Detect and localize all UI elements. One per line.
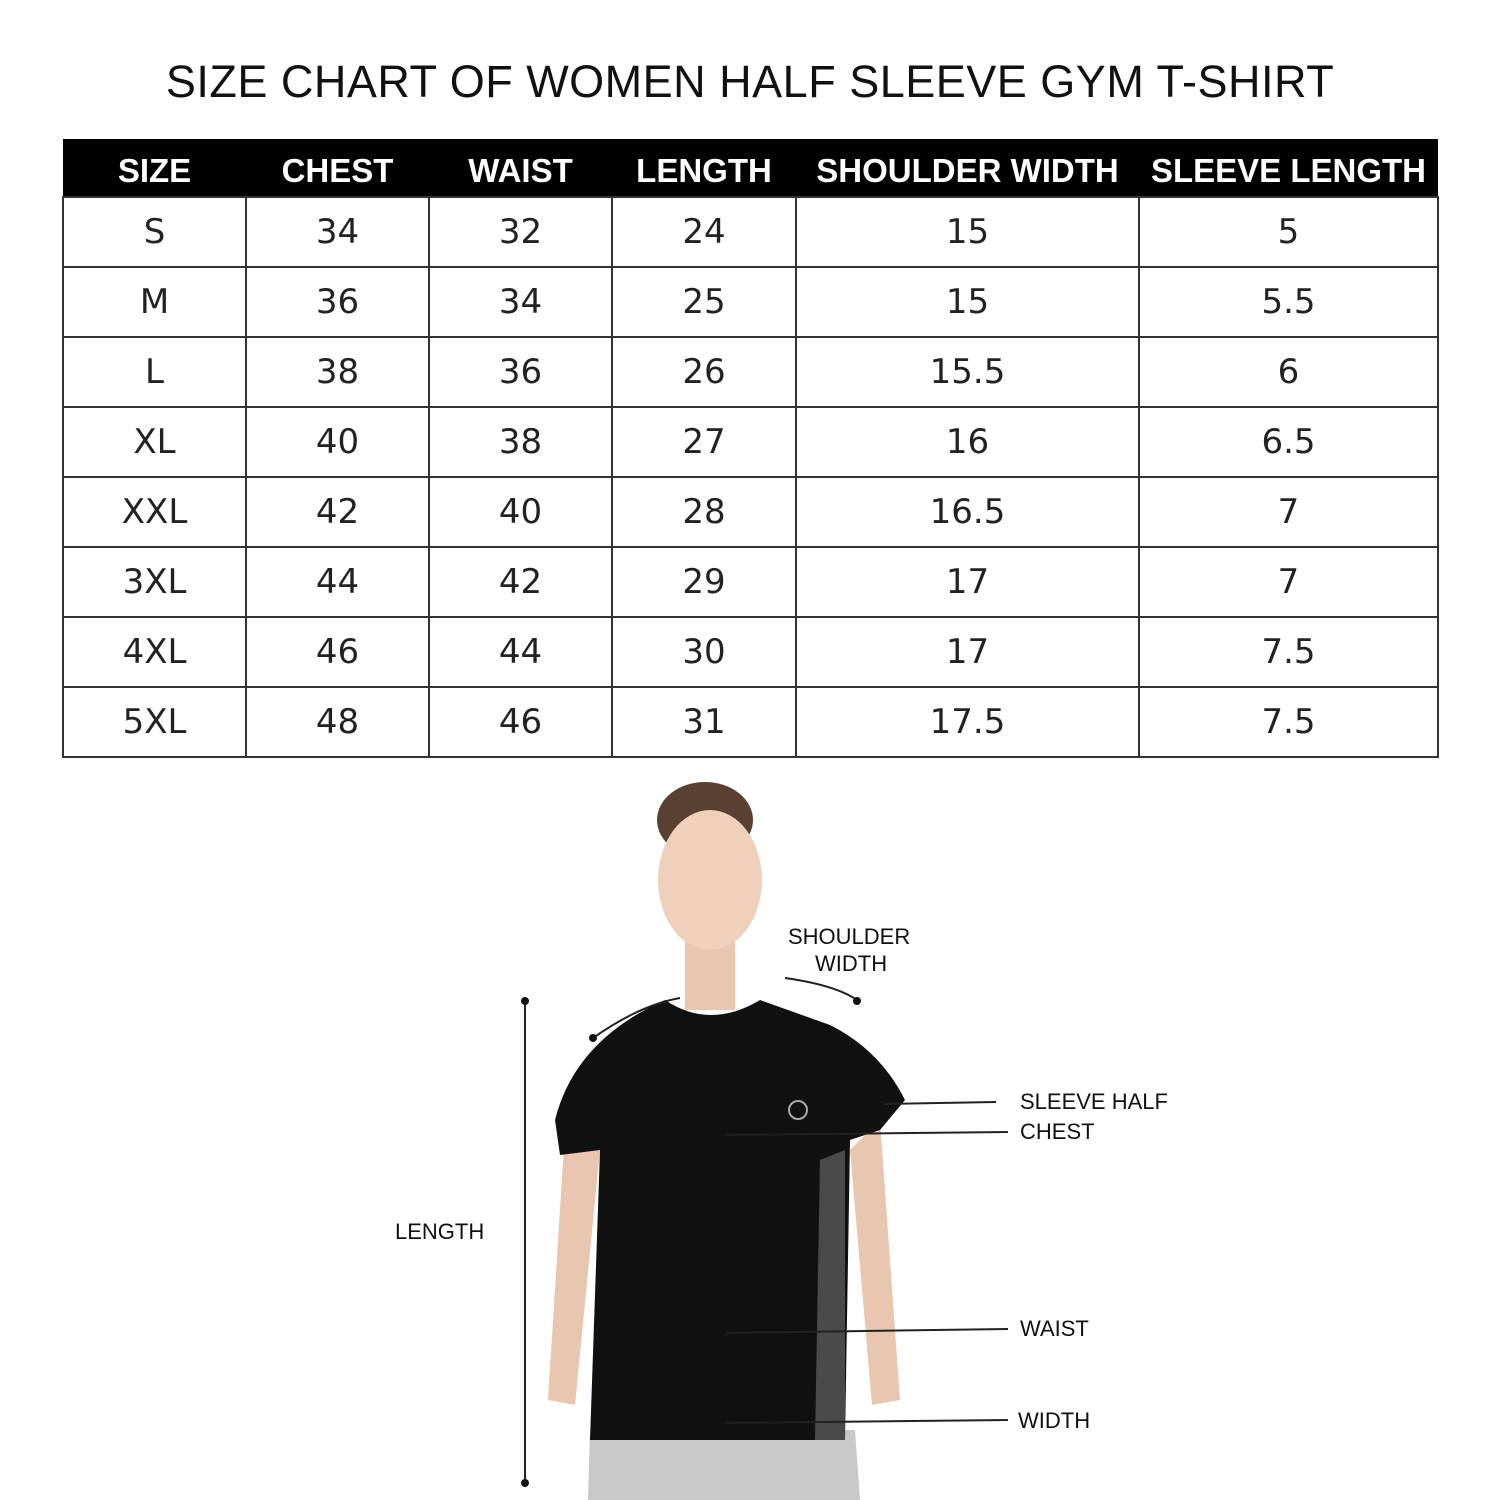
length-label: LENGTH [395, 1219, 485, 1244]
table-row: XL 40 38 27 16 6.5 [62, 406, 1439, 478]
measurement-lines [521, 977, 1009, 1487]
column-header: CHEST [246, 139, 429, 197]
chest-line [721, 1131, 1009, 1136]
table-cell: 5 [1138, 196, 1439, 268]
table-cell: 44 [428, 616, 613, 688]
shoulder-line-left [592, 997, 681, 1039]
table-cell: 25 [611, 266, 797, 338]
shirt-side-panel [815, 1150, 845, 1440]
table-cell: 38 [245, 336, 430, 408]
table-cell: 48 [245, 686, 430, 758]
pants [588, 1430, 860, 1500]
table-cell: 6.5 [1138, 406, 1439, 478]
table-cell: 40 [245, 406, 430, 478]
table-cell: 24 [611, 196, 797, 268]
width-label: WIDTH [1018, 1408, 1091, 1433]
table-cell: 7.5 [1138, 616, 1439, 688]
table-cell: 36 [428, 336, 613, 408]
sleeve-label: SLEEVE HALF [1020, 1089, 1168, 1114]
table-cell: 27 [611, 406, 797, 478]
table-cell: 7 [1138, 546, 1439, 618]
table-cell: 5XL [62, 686, 247, 758]
waist-line [721, 1328, 1009, 1334]
table-cell: 4XL [62, 616, 247, 688]
table-cell: 40 [428, 476, 613, 548]
table-row: S 34 32 24 15 5 [62, 196, 1439, 268]
page-title: SIZE CHART OF WOMEN HALF SLEEVE GYM T-SH… [165, 56, 1335, 107]
table-row: L 38 36 26 15.5 6 [62, 336, 1439, 408]
table-cell: 36 [245, 266, 430, 338]
table-cell: L [62, 336, 247, 408]
shoulder-label-1: SHOULDER [788, 924, 911, 949]
table-cell: 28 [611, 476, 797, 548]
table-cell: 42 [428, 546, 613, 618]
table-cell: 15 [795, 266, 1140, 338]
table-cell: 30 [611, 616, 797, 688]
right-arm [850, 1120, 900, 1405]
column-header: SLEEVE LENGTH [1139, 139, 1438, 197]
table-cell: M [62, 266, 247, 338]
table-cell: 34 [245, 196, 430, 268]
column-header: SHOULDER WIDTH [796, 139, 1139, 197]
chest-label: CHEST [1020, 1119, 1095, 1144]
column-header: SIZE [63, 139, 246, 197]
table-cell: 5.5 [1138, 266, 1439, 338]
table-cell: 3XL [62, 546, 247, 618]
table-cell: 7 [1138, 476, 1439, 548]
table-cell: 38 [428, 406, 613, 478]
table-cell: 44 [245, 546, 430, 618]
table-cell: S [62, 196, 247, 268]
table-cell: 34 [428, 266, 613, 338]
table-cell: 16 [795, 406, 1140, 478]
brand-logo [788, 1100, 808, 1120]
table-cell: 17.5 [795, 686, 1140, 758]
t-shirt [555, 1000, 905, 1440]
table-cell: 31 [611, 686, 797, 758]
shoulder-label-2: WIDTH [815, 951, 888, 976]
table-row: XXL 42 40 28 16.5 7 [62, 476, 1439, 548]
waist-label: WAIST [1020, 1316, 1089, 1341]
width-line [721, 1419, 1009, 1424]
left-arm [548, 1130, 600, 1405]
table-cell: XL [62, 406, 247, 478]
neck [685, 940, 735, 1010]
sleeve-line [879, 1101, 997, 1105]
table-cell: 15.5 [795, 336, 1140, 408]
table-cell: 17 [795, 546, 1140, 618]
face [658, 810, 762, 950]
table-cell: 7.5 [1138, 686, 1439, 758]
table-cell: 17 [795, 616, 1140, 688]
column-header: LENGTH [612, 139, 796, 197]
table-cell: 46 [245, 616, 430, 688]
table-row: M 36 34 25 15 5.5 [62, 266, 1439, 338]
table-cell: 15 [795, 196, 1140, 268]
column-header: WAIST [429, 139, 612, 197]
table-cell: 26 [611, 336, 797, 408]
table-header: SIZE CHEST WAIST LENGTH SHOULDER WIDTH SLEEVE… [63, 139, 1438, 197]
table-cell: 6 [1138, 336, 1439, 408]
table-row: 4XL 46 44 30 17 7.5 [62, 616, 1439, 688]
table-cell: 29 [611, 546, 797, 618]
table-row: 5XL 48 46 31 17.5 7.5 [62, 686, 1439, 758]
table-cell: 16.5 [795, 476, 1140, 548]
table-cell: 32 [428, 196, 613, 268]
table-cell: 42 [245, 476, 430, 548]
size-table: SIZE CHEST WAIST LENGTH SHOULDER WIDTH SLEEVE… [62, 139, 1439, 758]
table-cell: 46 [428, 686, 613, 758]
table-row: 3XL 44 42 29 17 7 [62, 546, 1439, 618]
table-cell: XXL [62, 476, 247, 548]
shoulder-line-right [784, 977, 858, 1001]
